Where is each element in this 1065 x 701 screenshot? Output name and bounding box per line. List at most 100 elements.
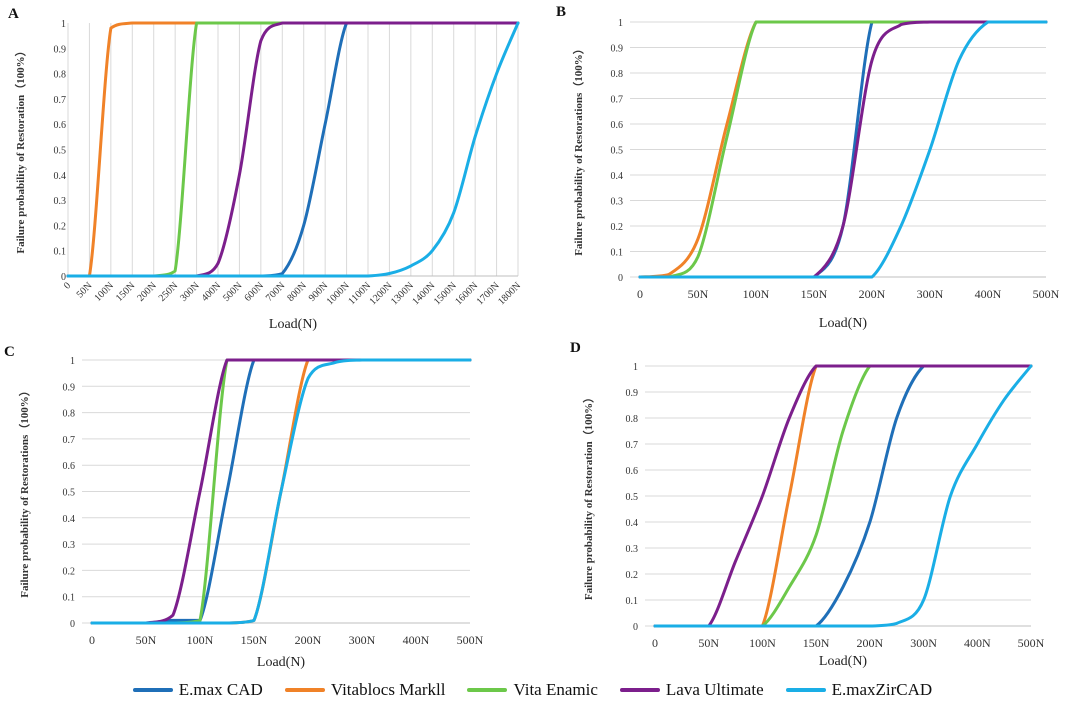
x-tick-label: 100N [749, 636, 776, 650]
series-line-lava-ultimate [66, 21, 520, 278]
legend-item-emax-zircad: E.maxZirCAD [785, 680, 932, 700]
y-tick-label: 0.7 [626, 440, 639, 451]
x-axis-title: Load(N) [819, 654, 868, 669]
x-tick-label: 300N [910, 636, 937, 650]
x-tick-label: 1000N [325, 280, 352, 307]
y-axis-title: Failure probability of Restoration（100%） [14, 45, 27, 253]
y-tick-label: 0.3 [54, 196, 67, 207]
x-tick-label: 400N [403, 633, 430, 647]
x-tick-label: 200N [295, 633, 322, 647]
legend-item-vitablocs: Vitablocs Markll [284, 680, 446, 700]
legend: E.max CAD Vitablocs Markll Vita Enamic L… [0, 680, 1065, 700]
chart-panel-d: 0 0.1 0.2 0.3 0.4 0.5 0.6 0.7 0.8 0.9 1 0 50N 100N 150… [570, 340, 1045, 669]
series-line-vitablocs-markll [66, 21, 520, 278]
chart-panel-c: 0 0.1 0.2 0.3 0.4 0.5 0.6 0.7 0.8 0.9 1 0 50N 100N 150… [4, 344, 484, 670]
x-tick-label: 250N [157, 280, 181, 304]
y-tick-label: 0 [633, 622, 638, 633]
x-axis-title: Load(N) [819, 316, 868, 331]
x-tick-label: 300N [917, 287, 944, 301]
series-line-e-maxzircad [653, 364, 1033, 628]
panel-label: A [8, 6, 19, 22]
series-line-vita-enamic [66, 21, 520, 278]
series-line-e-maxzircad [638, 20, 1048, 279]
y-tick-label: 0.1 [63, 593, 76, 604]
y-tick-label: 0.1 [611, 248, 624, 259]
panel-label: C [4, 344, 15, 360]
x-tick-label: 300N [349, 633, 376, 647]
x-tick-label: 150N [803, 636, 830, 650]
chart-panel-b: 0 0.1 0.2 0.3 0.4 0.5 0.6 0.7 0.8 0.9 1 0 50N 100N 150… [556, 4, 1060, 331]
x-tick-label: 100N [743, 287, 770, 301]
x-tick-label: 0 [637, 287, 643, 301]
x-tick-label: 800N [285, 280, 309, 304]
x-tick-label: 1800N [496, 280, 523, 307]
y-tick-label: 0.2 [626, 570, 639, 581]
y-tick-label: 0.8 [54, 70, 67, 81]
y-tick-label: 0 [618, 273, 623, 284]
x-tick-label: 150N [801, 287, 828, 301]
x-tick-label: 0 [62, 280, 73, 291]
x-tick-label: 150N [241, 633, 268, 647]
y-axis-title: Failure probability of Restorations（100%… [572, 43, 585, 256]
y-tick-label: 0.3 [626, 544, 639, 555]
x-tick-label: 300N [178, 280, 202, 304]
x-tick-label: 400N [200, 280, 224, 304]
x-tick-label: 50N [688, 287, 709, 301]
x-tick-label: 50N [75, 280, 95, 300]
panel-label: D [570, 340, 581, 356]
y-tick-label: 0.5 [63, 488, 76, 499]
x-tick-label: 700N [264, 280, 288, 304]
y-tick-label: 0.8 [63, 409, 76, 420]
x-tick-label: 200N [859, 287, 886, 301]
x-tick-label: 1700N [475, 280, 502, 307]
x-tick-label: 500N [1033, 287, 1060, 301]
y-tick-label: 0.7 [54, 95, 67, 106]
legend-label-vita-enamic: Vita Enamic [513, 680, 598, 699]
y-tick-label: 0.1 [54, 247, 67, 258]
y-tick-label: 0.6 [54, 120, 67, 131]
x-axis-title: Load(N) [269, 317, 318, 332]
series-line-e-max-cad [66, 21, 520, 278]
y-tick-label: 0.6 [63, 461, 76, 472]
x-tick-label: 500N [457, 633, 484, 647]
x-tick-label: 0 [652, 636, 658, 650]
series-line-e-maxzircad [90, 358, 472, 625]
y-tick-label: 0.3 [63, 540, 76, 551]
y-tick-label: 0.4 [54, 171, 67, 182]
y-tick-label: 1 [61, 19, 66, 30]
x-tick-label: 1300N [389, 280, 416, 307]
x-tick-label: 1100N [346, 280, 373, 307]
legend-label-vitablocs: Vitablocs Markll [330, 680, 446, 699]
y-tick-label: 0.1 [626, 596, 639, 607]
legend-swatch-emax-zircad [785, 688, 826, 692]
legend-swatch-emax-cad [132, 688, 173, 692]
y-tick-label: 1 [618, 18, 623, 29]
y-tick-label: 0.4 [63, 514, 76, 525]
legend-swatch-vitablocs [284, 688, 325, 692]
x-tick-label: 400N [975, 287, 1002, 301]
chart-panel-a: 00.10.20.30.40.50.60.70.80.910 50N100N150… [8, 6, 523, 332]
y-tick-label: 0.5 [54, 146, 67, 157]
panel-label: B [556, 4, 566, 20]
y-tick-label: 0.9 [54, 44, 67, 55]
x-tick-label: 1200N [368, 280, 395, 307]
y-tick-label: 0.4 [611, 171, 624, 182]
legend-item-emax-cad: E.max CAD [132, 680, 263, 700]
series-line-e-maxzircad [66, 21, 520, 278]
y-tick-label: 0.6 [611, 120, 624, 131]
y-tick-label: 0.9 [626, 388, 639, 399]
legend-item-lava-ultimate: Lava Ultimate [619, 680, 764, 700]
y-tick-label: 0 [70, 619, 75, 630]
y-tick-label: 0.9 [63, 382, 76, 393]
x-tick-label: 200N [135, 280, 159, 304]
y-tick-label: 0.5 [611, 146, 624, 157]
x-tick-label: 50N [136, 633, 157, 647]
x-tick-label: 500N [1018, 636, 1045, 650]
y-tick-label: 0.8 [626, 414, 639, 425]
x-tick-label: 1500N [432, 280, 459, 307]
legend-label-emax-cad: E.max CAD [178, 680, 263, 699]
x-tick-label: 150N [114, 280, 138, 304]
y-tick-label: 0.3 [611, 197, 624, 208]
y-tick-label: 0.8 [611, 69, 624, 80]
x-tick-label: 50N [698, 636, 719, 650]
